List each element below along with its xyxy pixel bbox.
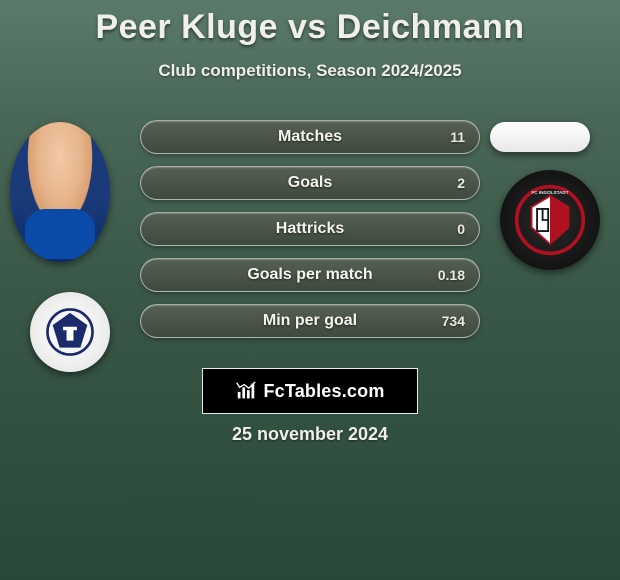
page-subtitle: Club competitions, Season 2024/2025 [0,61,620,81]
page-title: Peer Kluge vs Deichmann [0,0,620,47]
club-left-icon [44,306,96,358]
stat-row-goals: Goals 2 [140,166,480,200]
stat-right-value: 734 [442,313,465,329]
brand-link[interactable]: FcTables.com [202,368,418,414]
stat-label: Hattricks [276,220,344,238]
stat-label: Matches [278,128,342,146]
date-label: 25 november 2024 [232,424,388,445]
club-right-icon: FC INGOLSTADT [513,183,587,257]
chart-icon [235,380,257,402]
stat-right-value: 11 [450,129,465,145]
player-right-club-badge: FC INGOLSTADT [500,170,600,270]
player-left-club-badge [30,292,110,372]
stat-right-value: 0.18 [438,267,465,283]
stats-list: Matches 11 Goals 2 Hattricks 0 Goals per… [140,120,480,350]
player-left-avatar [10,122,110,262]
stat-label: Min per goal [263,312,357,330]
stat-label: Goals [288,174,332,192]
stat-right-value: 0 [457,221,465,237]
svg-text:FC INGOLSTADT: FC INGOLSTADT [531,190,568,195]
stat-row-goals-per-match: Goals per match 0.18 [140,258,480,292]
stat-row-min-per-goal: Min per goal 734 [140,304,480,338]
stat-right-value: 2 [457,175,465,191]
player-right-avatar [490,122,590,152]
stat-label: Goals per match [247,266,372,284]
stat-row-matches: Matches 11 [140,120,480,154]
stat-row-hattricks: Hattricks 0 [140,212,480,246]
brand-text: FcTables.com [263,381,384,402]
